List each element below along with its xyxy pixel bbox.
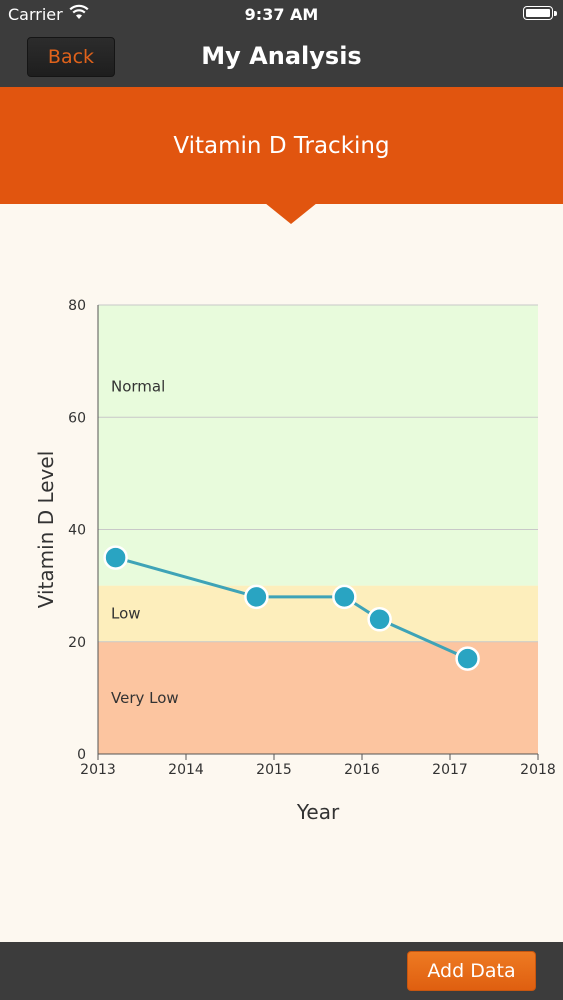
x-tick-label: 2016 — [344, 762, 380, 778]
x-tick-label: 2017 — [432, 762, 468, 778]
battery-tip-icon — [554, 11, 557, 16]
data-point — [244, 584, 269, 610]
bottom-toolbar: Add Data — [0, 942, 563, 1000]
data-point — [455, 646, 480, 671]
wifi-icon — [69, 4, 89, 19]
add-data-button[interactable]: Add Data — [407, 951, 536, 991]
y-tick-label: 80 — [68, 298, 86, 314]
data-point — [332, 584, 357, 610]
x-tick-label: 2014 — [168, 762, 204, 778]
carrier-label: Carrier — [8, 5, 63, 24]
y-tick-label: 0 — [77, 747, 86, 763]
y-tick-label: 40 — [68, 523, 86, 539]
section-banner: Vitamin D Tracking — [0, 87, 563, 204]
x-tick-label: 2018 — [520, 762, 556, 778]
x-axis-title: Year — [296, 800, 340, 824]
x-tick-label: 2013 — [80, 762, 116, 778]
data-point — [103, 545, 128, 570]
status-bar: Carrier 9:37 AM — [0, 0, 563, 30]
zone-label-normal: Normal — [111, 377, 165, 395]
banner-title: Vitamin D Tracking — [173, 132, 390, 159]
zone-low — [98, 585, 538, 642]
zone-normal — [98, 305, 538, 586]
x-tick-label: 2015 — [256, 762, 292, 778]
zone-label-very-low: Very Low — [111, 689, 179, 707]
banner-pointer — [265, 203, 317, 224]
y-axis-title: Vitamin D Level — [34, 451, 58, 609]
navigation-bar: Back My Analysis — [0, 30, 563, 87]
zone-label-low: Low — [111, 605, 141, 623]
data-point — [367, 607, 392, 632]
back-button[interactable]: Back — [27, 37, 115, 77]
y-tick-label: 60 — [68, 410, 86, 426]
battery-icon — [523, 6, 553, 20]
vitamin-d-chart: 0 20 40 60 80 Very Low Low Normal 2013 2014 2015 20… — [34, 298, 556, 824]
page-title: My Analysis — [201, 42, 362, 70]
status-time: 9:37 AM — [244, 5, 319, 24]
y-tick-label: 20 — [68, 635, 86, 651]
